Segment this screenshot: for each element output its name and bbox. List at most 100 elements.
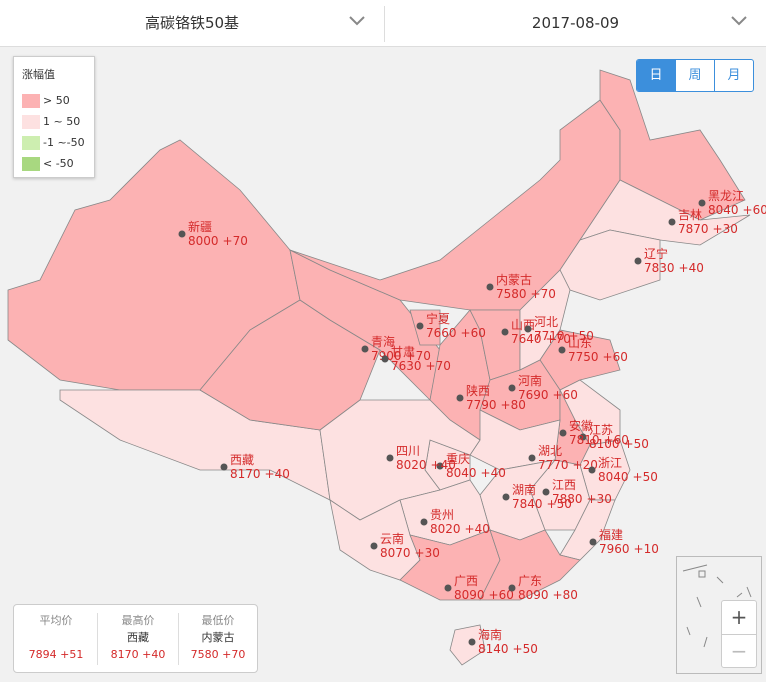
province-value: 8090 +80 (518, 588, 578, 602)
city-dot (542, 488, 550, 496)
city-dot (386, 454, 394, 462)
province-value: 8040 +60 (708, 203, 766, 217)
price: 7690 (518, 388, 549, 402)
price: 8100 (589, 437, 620, 451)
zoom-in[interactable]: + (730, 605, 748, 629)
period-button[interactable]: 周 (675, 60, 714, 91)
price: 7840 (512, 497, 543, 511)
price: 8040 (446, 466, 477, 480)
province-name: 甘肃 (391, 345, 415, 359)
province-value: 7830 +40 (644, 261, 704, 275)
city-dot (579, 433, 587, 441)
city-dot (524, 325, 532, 333)
change: +70 (546, 332, 571, 346)
province-name: 陕西 (466, 383, 490, 398)
province-value: 8040 +50 (598, 470, 658, 484)
region: 内蒙古 (201, 631, 235, 644)
change: +40 (481, 466, 506, 480)
change: +80 (553, 588, 578, 602)
city-dot (559, 429, 567, 437)
province-name: 内蒙古 (496, 272, 532, 287)
price: 7960 (599, 542, 630, 556)
province-name: 海南 (478, 627, 502, 642)
legend-label: > 50 (43, 94, 70, 107)
city-dot (436, 462, 444, 470)
province-name: 湖南 (512, 482, 536, 497)
city-dot (589, 538, 597, 546)
price: 8090 (454, 588, 485, 602)
legend-label: 1 ~ 50 (43, 115, 81, 128)
zoom-control: + − (721, 600, 757, 668)
date-select[interactable]: 2017-08-09 (385, 0, 766, 46)
city-dot (634, 257, 642, 265)
change: +30 (587, 492, 612, 506)
province (599, 69, 746, 221)
summary-label: 最低价 (201, 614, 235, 627)
province-name: 新疆 (188, 219, 212, 234)
change: +70 (223, 234, 248, 248)
province-name: 浙江 (598, 456, 622, 470)
price: 7870 (678, 222, 709, 236)
city-dot (698, 199, 706, 207)
price: 7894 (28, 648, 57, 661)
price: 7790 (466, 398, 497, 412)
province-name: 广东 (518, 574, 542, 588)
period-button[interactable]: 日 (637, 60, 675, 91)
change: +50 (633, 470, 658, 484)
city-dot (528, 454, 536, 462)
product-select[interactable]: 高碳铬铁50基 (0, 0, 384, 46)
chevron (731, 16, 747, 26)
legend-swatch (22, 157, 40, 171)
province-name: 贵州 (430, 508, 454, 522)
price: 8020 (396, 458, 427, 472)
legend-item: > 50 (22, 93, 70, 109)
change: +50 (624, 437, 649, 451)
province-value: 7960 +10 (599, 542, 659, 556)
change: +70 (531, 287, 556, 301)
change: +50 (569, 329, 594, 343)
separator (384, 6, 385, 42)
legend: 涨幅值 > 50 1 ~ 50 -1 ~-50 < -50 (13, 56, 95, 178)
province-name: 山东 (568, 336, 592, 350)
price: 8040 (598, 470, 629, 484)
price: 7580 (190, 648, 219, 661)
summary-label: 最高价 (121, 614, 155, 627)
price: 8020 (430, 522, 461, 536)
price: 7880 (552, 492, 583, 506)
product-label: 高碳铬铁50基 (144, 14, 240, 32)
change: +70 (222, 648, 246, 661)
city-dot (508, 384, 516, 392)
price: 8140 (478, 642, 509, 656)
period-button[interactable]: 月 (714, 60, 753, 91)
change: +50 (547, 497, 572, 511)
change: +30 (713, 222, 738, 236)
province (479, 529, 581, 601)
province-name: 宁夏 (426, 311, 450, 326)
zoom-out[interactable]: − (722, 634, 756, 668)
legend-label: -1 ~-50 (43, 136, 85, 149)
province-name: 山西 (511, 318, 535, 332)
summary-label: 平均价 (39, 614, 73, 627)
province-value: 8070 +30 (380, 546, 440, 560)
change: +40 (679, 261, 704, 275)
city-dot (508, 584, 516, 592)
legend-swatch (22, 136, 40, 150)
city-dot (668, 218, 676, 226)
province-name: 辽宁 (644, 246, 668, 261)
province-name: 广西 (454, 574, 478, 588)
city-dot (220, 463, 228, 471)
province-name: 四川 (396, 444, 420, 458)
province-value: 7640 +70 (511, 332, 571, 346)
change: +80 (501, 398, 526, 412)
province-value: 8170 +40 (230, 467, 290, 481)
price: 8170 (110, 648, 139, 661)
province-name: 西藏 (230, 453, 254, 467)
change: +40 (431, 458, 456, 472)
province-value: 8020 +40 (430, 522, 490, 536)
province-value: 8140 +50 (478, 642, 538, 656)
city-dot (588, 466, 596, 474)
city-dot (416, 322, 424, 330)
date-label: 2017-08-09 (531, 14, 620, 32)
province-value: 7840 +50 (512, 497, 572, 511)
